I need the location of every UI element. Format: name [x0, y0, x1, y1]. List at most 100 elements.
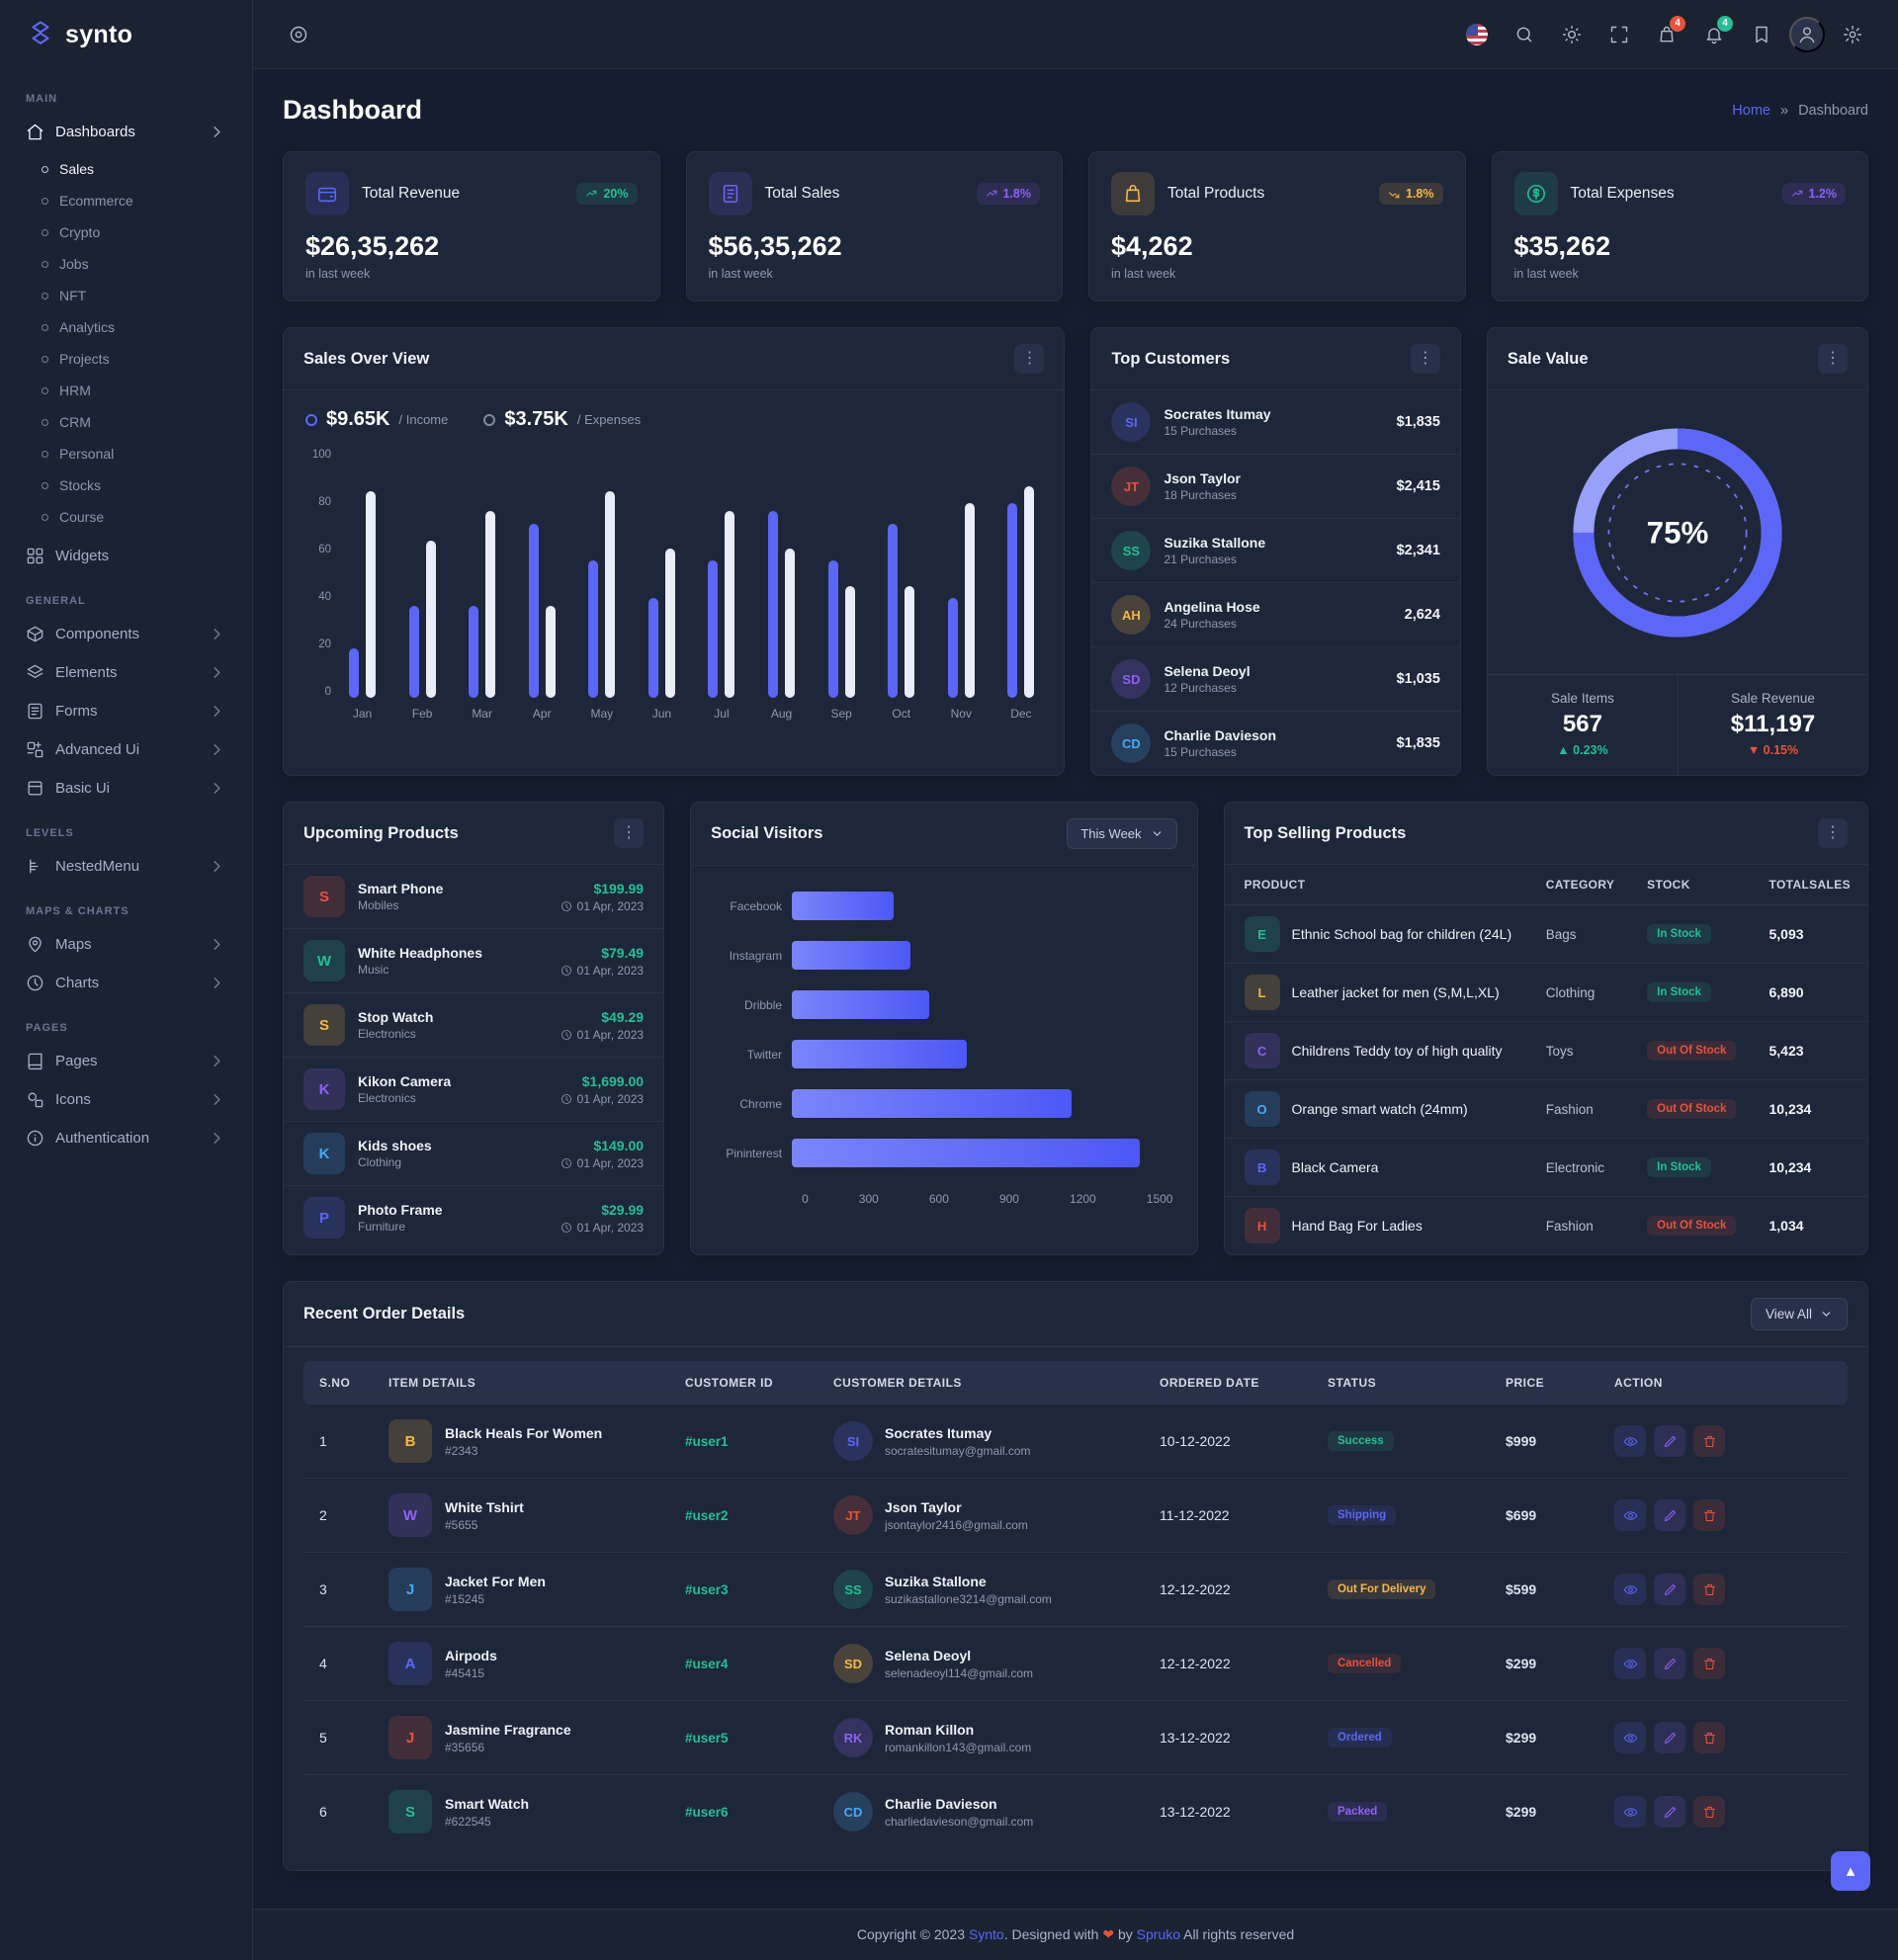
- table-row[interactable]: O Orange smart watch (24mm) Fashion Out …: [1225, 1080, 1867, 1139]
- income-bar[interactable]: [768, 511, 778, 698]
- sidebar-item-forms[interactable]: Forms: [12, 692, 240, 730]
- income-bar[interactable]: [409, 606, 419, 698]
- sidebar-subitem-personal[interactable]: Personal: [12, 438, 240, 469]
- sidebar-subitem-course[interactable]: Course: [12, 501, 240, 533]
- expenses-bar[interactable]: [546, 606, 556, 698]
- theme-toggle-button[interactable]: [1552, 15, 1592, 54]
- view-order-button[interactable]: [1614, 1796, 1646, 1828]
- table-row[interactable]: C Childrens Teddy toy of high quality To…: [1225, 1022, 1867, 1080]
- user-avatar[interactable]: [1789, 17, 1825, 52]
- sidebar-item-icons[interactable]: Icons: [12, 1080, 240, 1119]
- upcoming-product-row[interactable]: S Stop Watch Electronics $49.29 01 Apr, …: [284, 993, 663, 1058]
- view-order-button[interactable]: [1614, 1648, 1646, 1679]
- notifications-button[interactable]: 4: [1694, 15, 1734, 54]
- bar-group-feb[interactable]: Feb: [409, 449, 436, 721]
- social-bar[interactable]: [792, 990, 929, 1019]
- sidebar-subitem-crm[interactable]: CRM: [12, 406, 240, 438]
- expenses-bar[interactable]: [605, 491, 615, 698]
- order-row[interactable]: 4 A Airpods #45415 #user4 SD Selena Deoy…: [303, 1627, 1848, 1701]
- bar-group-oct[interactable]: Oct: [888, 449, 914, 721]
- sidebar-item-basic-ui[interactable]: Basic Ui: [12, 769, 240, 808]
- income-bar[interactable]: [1007, 503, 1017, 698]
- income-bar[interactable]: [529, 524, 539, 698]
- view-order-button[interactable]: [1614, 1722, 1646, 1753]
- sidebar-item-dashboards[interactable]: Dashboards: [12, 113, 240, 151]
- language-button[interactable]: [1457, 15, 1497, 54]
- upcoming-product-row[interactable]: P Photo Frame Furniture $29.99 01 Apr, 2…: [284, 1186, 663, 1249]
- social-bar[interactable]: [792, 1040, 967, 1068]
- customer-row[interactable]: AH Angelina Hose 24 Purchases 2,624: [1091, 583, 1459, 647]
- upcoming-product-row[interactable]: K Kikon Camera Electronics $1,699.00 01 …: [284, 1058, 663, 1122]
- income-bar[interactable]: [888, 524, 898, 698]
- expenses-bar[interactable]: [725, 511, 734, 698]
- customer-row[interactable]: CD Charlie Davieson 15 Purchases $1,835: [1091, 712, 1459, 775]
- sales-overview-menu-button[interactable]: ⋮: [1014, 344, 1044, 374]
- income-bar[interactable]: [349, 648, 359, 698]
- top-selling-menu-button[interactable]: ⋮: [1818, 818, 1848, 848]
- bar-group-apr[interactable]: Apr: [529, 449, 556, 721]
- income-bar[interactable]: [648, 598, 658, 698]
- brand-logo[interactable]: synto: [0, 0, 252, 69]
- sidebar-item-pages[interactable]: Pages: [12, 1042, 240, 1080]
- footer-designer-link[interactable]: Spruko: [1137, 1926, 1180, 1942]
- footer-brand-link[interactable]: Synto: [969, 1926, 1004, 1942]
- view-order-button[interactable]: [1614, 1425, 1646, 1457]
- expenses-bar[interactable]: [845, 586, 855, 698]
- income-bar[interactable]: [708, 560, 718, 698]
- social-row-dribble[interactable]: Dribble: [715, 990, 1172, 1019]
- sidebar-subitem-stocks[interactable]: Stocks: [12, 469, 240, 501]
- sidebar-subitem-sales[interactable]: Sales: [12, 153, 240, 185]
- fullscreen-button[interactable]: [1599, 15, 1639, 54]
- delete-order-button[interactable]: [1693, 1499, 1725, 1531]
- sidebar-subitem-crypto[interactable]: Crypto: [12, 216, 240, 248]
- sidebar-subitem-hrm[interactable]: HRM: [12, 375, 240, 406]
- upcoming-product-row[interactable]: K Kids shoes Clothing $149.00 01 Apr, 20…: [284, 1122, 663, 1186]
- expenses-bar[interactable]: [485, 511, 495, 698]
- bar-group-sep[interactable]: Sep: [828, 449, 855, 721]
- sidebar-item-maps[interactable]: Maps: [12, 925, 240, 964]
- sidebar-item-charts[interactable]: Charts: [12, 964, 240, 1002]
- sidebar-subitem-analytics[interactable]: Analytics: [12, 311, 240, 343]
- view-all-button[interactable]: View All: [1751, 1298, 1848, 1330]
- view-order-button[interactable]: [1614, 1499, 1646, 1531]
- sidebar-subitem-ecommerce[interactable]: Ecommerce: [12, 185, 240, 216]
- customer-row[interactable]: SS Suzika Stallone 21 Purchases $2,341: [1091, 519, 1459, 583]
- edit-order-button[interactable]: [1654, 1425, 1685, 1457]
- social-row-chrome[interactable]: Chrome: [715, 1089, 1172, 1118]
- order-row[interactable]: 3 J Jacket For Men #15245 #user3 SS Suzi…: [303, 1553, 1848, 1627]
- expenses-bar[interactable]: [1024, 486, 1034, 698]
- bar-group-nov[interactable]: Nov: [948, 449, 975, 721]
- delete-order-button[interactable]: [1693, 1796, 1725, 1828]
- bar-group-may[interactable]: May: [588, 449, 615, 721]
- sidebar-item-advanced-ui[interactable]: Advanced Ui: [12, 730, 240, 769]
- settings-button[interactable]: [1833, 15, 1872, 54]
- sale-value-menu-button[interactable]: ⋮: [1818, 344, 1848, 374]
- expenses-bar[interactable]: [665, 549, 675, 698]
- sidebar-item-authentication[interactable]: Authentication: [12, 1119, 240, 1157]
- social-bar[interactable]: [792, 1139, 1140, 1167]
- search-button[interactable]: [1505, 15, 1544, 54]
- delete-order-button[interactable]: [1693, 1722, 1725, 1753]
- sidebar-subitem-projects[interactable]: Projects: [12, 343, 240, 375]
- social-visitors-filter[interactable]: This Week: [1067, 818, 1176, 849]
- table-row[interactable]: E Ethnic School bag for children (24L) B…: [1225, 905, 1867, 964]
- sidebar-item-components[interactable]: Components: [12, 615, 240, 653]
- social-bar[interactable]: [792, 941, 909, 970]
- expenses-bar[interactable]: [366, 491, 376, 698]
- table-row[interactable]: B Black Camera Electronic In Stock 10,23…: [1225, 1139, 1867, 1197]
- table-row[interactable]: L Leather jacket for men (S,M,L,XL) Clot…: [1225, 964, 1867, 1022]
- bookmark-button[interactable]: [1742, 15, 1781, 54]
- edit-order-button[interactable]: [1654, 1574, 1685, 1605]
- social-bar[interactable]: [792, 1089, 1072, 1118]
- view-order-button[interactable]: [1614, 1574, 1646, 1605]
- sidebar-item-elements[interactable]: Elements: [12, 653, 240, 692]
- table-row[interactable]: H Hand Bag For Ladies Fashion Out Of Sto…: [1225, 1197, 1867, 1255]
- sidebar-item-widgets[interactable]: Widgets: [12, 537, 240, 575]
- delete-order-button[interactable]: [1693, 1574, 1725, 1605]
- edit-order-button[interactable]: [1654, 1648, 1685, 1679]
- menu-toggle-button[interactable]: [279, 15, 318, 54]
- bar-group-aug[interactable]: Aug: [768, 449, 795, 721]
- order-row[interactable]: 2 W White Tshirt #5655 #user2 JT Json Ta…: [303, 1479, 1848, 1553]
- order-row[interactable]: 5 J Jasmine Fragrance #35656 #user5 RK R…: [303, 1701, 1848, 1775]
- expenses-bar[interactable]: [905, 586, 914, 698]
